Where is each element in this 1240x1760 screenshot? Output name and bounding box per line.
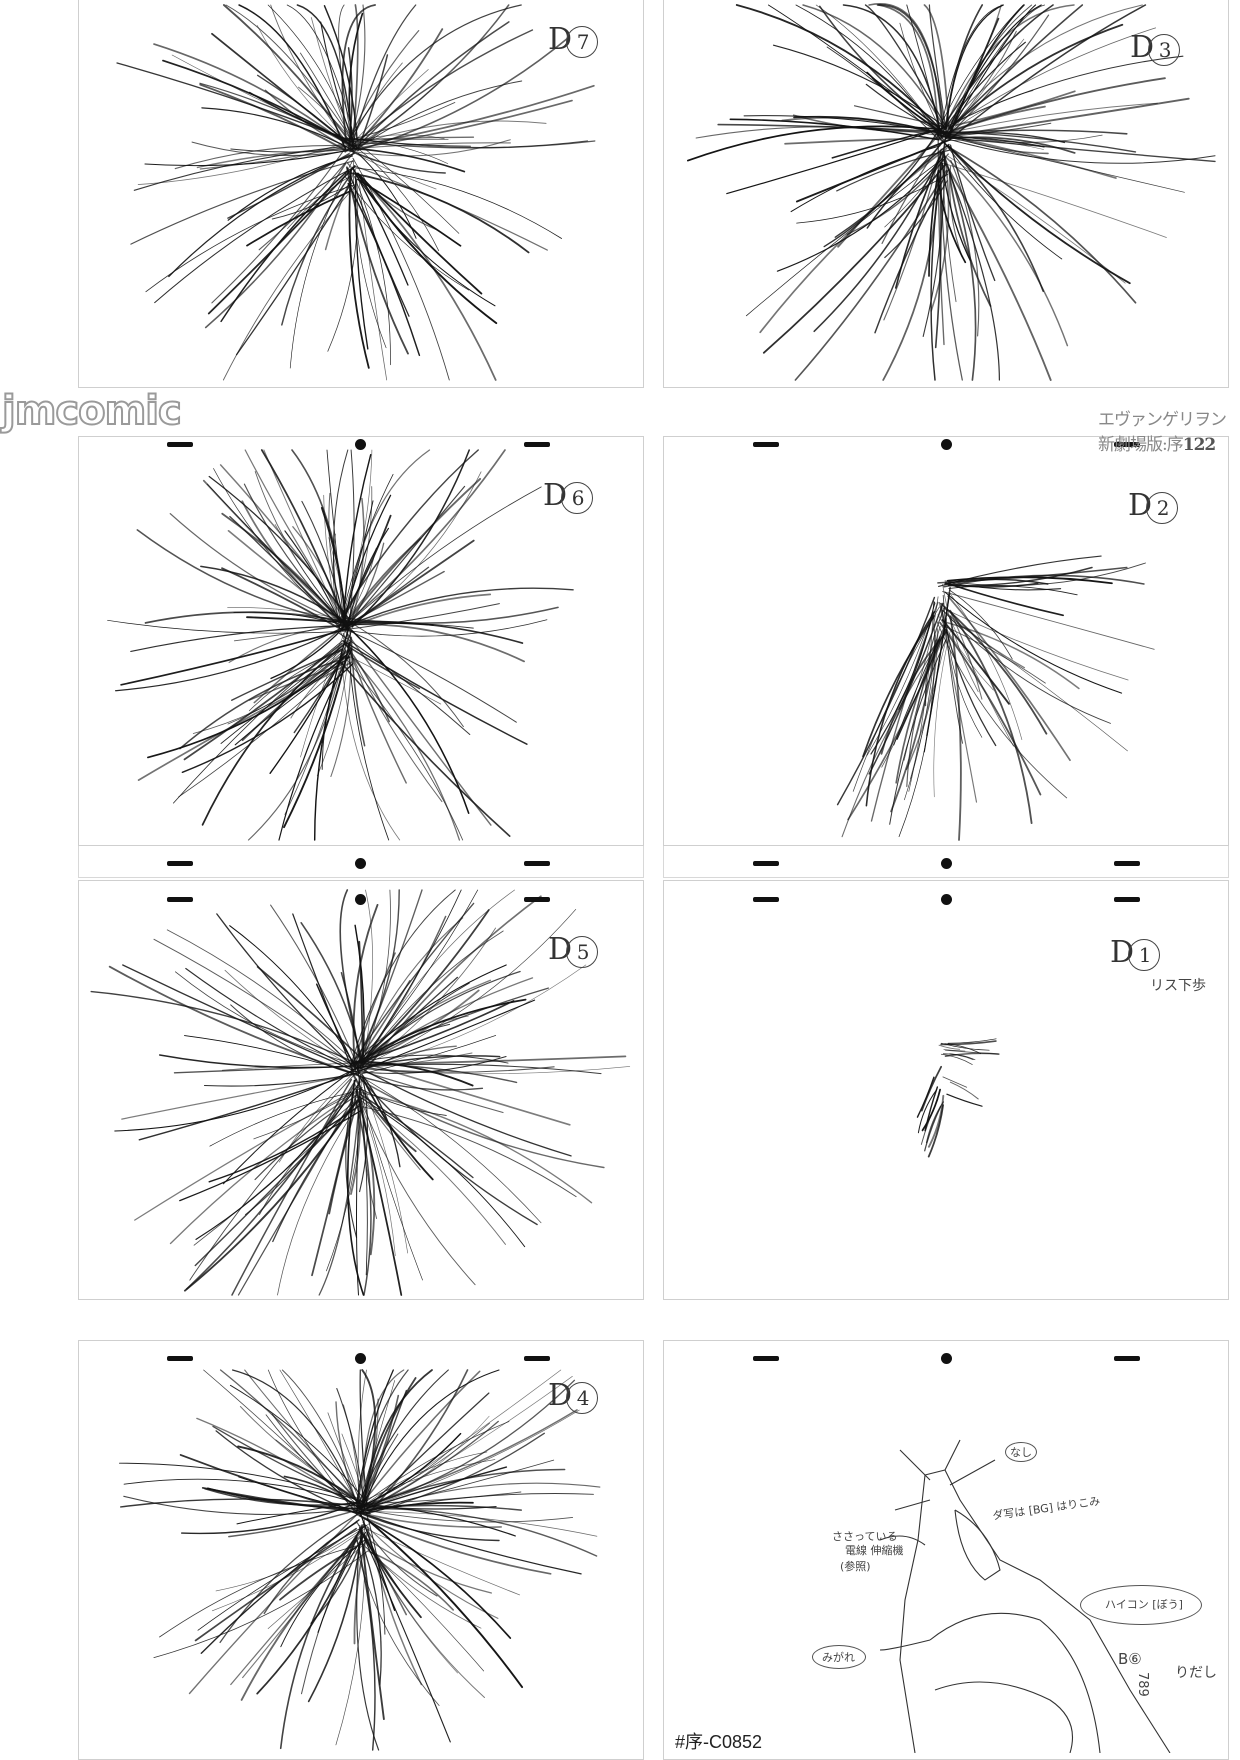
- sketch-note: ささっている: [832, 1530, 898, 1543]
- registration-peg-hole: [355, 1353, 366, 1364]
- registration-dash: [753, 442, 779, 447]
- page-header: エヴァンゲリヲン新劇場版:序122: [1098, 405, 1240, 455]
- sheet-left-1: [78, 0, 644, 388]
- label-number: 4: [566, 1382, 599, 1414]
- registration-peg-hole: [941, 894, 952, 905]
- sketch-note: ハイコン [ぼう]: [1105, 1598, 1183, 1611]
- watermark-logo: jmcomic: [1, 387, 183, 435]
- registration-peg-hole: [355, 858, 366, 869]
- registration-dash: [753, 861, 779, 866]
- registration-peg-hole: [941, 1353, 952, 1364]
- label-number: 6: [561, 482, 594, 514]
- sketch-note: 電線 伸縮機: [845, 1544, 904, 1557]
- sketch-note: なし: [1005, 1442, 1037, 1462]
- label-number: 5: [566, 936, 599, 968]
- sketch-oval: [812, 1645, 866, 1669]
- registration-dash: [524, 897, 550, 902]
- sketch-note: りだし: [1175, 1665, 1217, 1681]
- registration-dash: [1114, 897, 1140, 902]
- registration-dash: [753, 1356, 779, 1361]
- label-number: 3: [1148, 34, 1181, 66]
- registration-peg-hole: [941, 858, 952, 869]
- registration-peg-hole: [941, 439, 952, 450]
- sketch-note: 789: [1135, 1672, 1150, 1697]
- label-number: 7: [566, 26, 599, 58]
- registration-peg-hole: [355, 894, 366, 905]
- registration-dash: [167, 442, 193, 447]
- sketch-note: みがれ: [822, 1651, 855, 1664]
- label-number: 1: [1128, 939, 1161, 971]
- registration-dash: [1114, 861, 1140, 866]
- registration-dash: [753, 897, 779, 902]
- registration-dash: [524, 442, 550, 447]
- registration-dash: [167, 861, 193, 866]
- registration-dash: [167, 1356, 193, 1361]
- registration-dash: [1114, 442, 1140, 447]
- page-number: 122: [1182, 435, 1216, 455]
- sheet-note: リス下歩: [1150, 978, 1206, 994]
- book-title: エヴァンゲリヲン新劇場版:序: [1098, 410, 1227, 455]
- registration-dash: [524, 1356, 550, 1361]
- registration-dash: [524, 861, 550, 866]
- cut-code: #序-C0852: [675, 1732, 763, 1752]
- label-number: 2: [1146, 492, 1179, 524]
- registration-dash: [1114, 1356, 1140, 1361]
- sheet-right-4: [663, 1340, 1229, 1760]
- registration-peg-hole: [355, 439, 366, 450]
- sketch-note: (参照): [840, 1560, 871, 1573]
- sketch-note: B⑥: [1118, 1650, 1142, 1668]
- registration-dash: [167, 897, 193, 902]
- sketch-oval: [1080, 1585, 1202, 1625]
